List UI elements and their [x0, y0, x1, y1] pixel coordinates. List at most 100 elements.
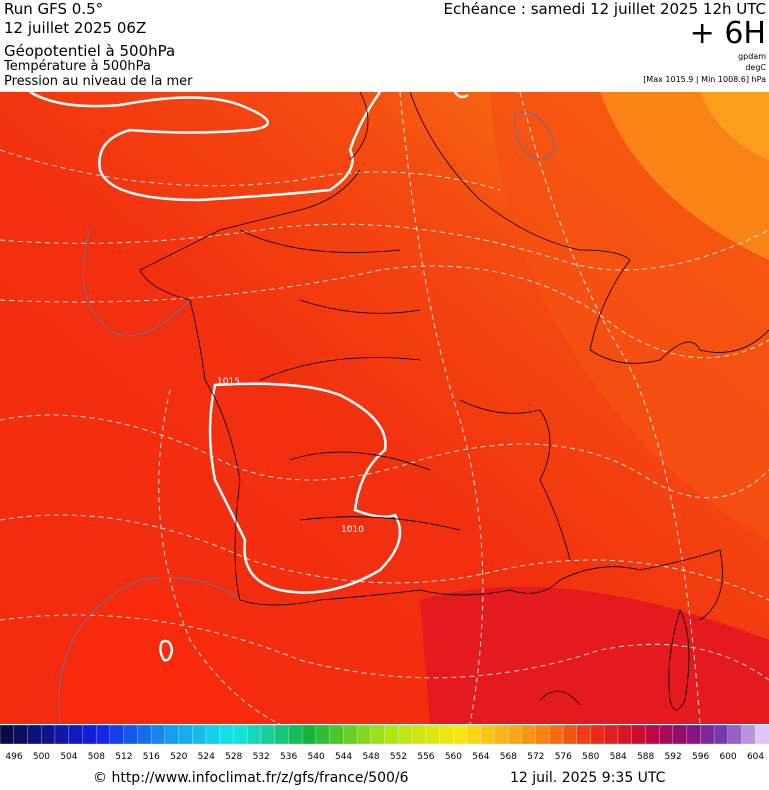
- colorbar-swatch: [439, 724, 454, 745]
- generated: 12 juil. 2025 9:35 UTC: [510, 770, 666, 786]
- field-subtitle: Température à 500hPa: [3, 59, 151, 74]
- colorbar-label: 592: [665, 752, 682, 762]
- temp-zone: [56, 589, 261, 724]
- colorbar-swatch: [288, 724, 303, 745]
- run: Run GFS 0.5°: [4, 0, 103, 18]
- colorbar-label: 524: [198, 752, 215, 762]
- colorbar-label: 500: [33, 752, 50, 762]
- colorbar-swatch: [68, 724, 84, 745]
- colorbar-swatch: [343, 724, 358, 745]
- colorbar-swatch: [150, 724, 166, 745]
- colorbar-swatch: [604, 724, 619, 745]
- colorbar-swatch: [41, 724, 56, 745]
- temp-zone: [700, 92, 769, 160]
- geopotential-contours: [58, 111, 555, 725]
- colorbar-swatch: [178, 724, 193, 745]
- colorbar-label: 520: [170, 752, 187, 762]
- colorbar-swatch: [755, 724, 769, 745]
- colorbar-label: 512: [115, 752, 132, 762]
- valid-time: Echéance : samedi 12 juillet 2025 12h UT…: [444, 0, 766, 18]
- colorbar-label: 508: [88, 752, 105, 762]
- colorbar-swatch: [672, 724, 688, 745]
- colorbar-label: 532: [253, 752, 270, 762]
- colorbar-swatch: [54, 724, 70, 745]
- colorbar-swatch: [356, 724, 372, 745]
- colorbar-label: 552: [390, 752, 407, 762]
- isobar-label: 1010: [341, 525, 364, 535]
- lead-time: + 6H: [690, 16, 766, 51]
- map: 1015 1010: [0, 90, 769, 725]
- colorbar-swatch: [576, 724, 592, 745]
- colorbar-swatch: [700, 724, 715, 745]
- colorbar-label: 540: [308, 752, 325, 762]
- colorbar-swatch: [164, 724, 180, 745]
- colorbar-swatch: [507, 724, 523, 745]
- colorbar-swatch: [453, 724, 468, 745]
- colorbar-swatch: [713, 724, 729, 745]
- colorbar-swatch: [466, 724, 482, 745]
- colorbar-swatch: [562, 724, 578, 745]
- colorbar-swatch: [645, 724, 660, 745]
- colorbar-swatch: [329, 724, 344, 745]
- colorbar-swatch: [741, 724, 756, 745]
- unit: degC: [745, 63, 766, 72]
- colorbar-swatch: [123, 724, 138, 745]
- colorbar-swatch: [686, 724, 701, 745]
- source: © http://www.infoclimat.fr/z/gfs/france/…: [93, 770, 409, 786]
- colorbar-swatch: [192, 724, 207, 745]
- unit: gpdam: [738, 52, 766, 61]
- colorbar-swatch: [82, 724, 97, 745]
- colorbar-label: 496: [5, 752, 22, 762]
- colorbar-swatch: [425, 724, 441, 745]
- colorbar-swatch: [27, 724, 42, 745]
- colorbar-label: 568: [500, 752, 517, 762]
- colorbar-label: 536: [280, 752, 297, 762]
- temp-zone: [420, 586, 769, 724]
- colorbar-label: 544: [335, 752, 352, 762]
- colorbar-swatch: [398, 724, 413, 745]
- run-date: 12 juillet 2025 06Z: [4, 19, 146, 37]
- colorbar-swatch: [205, 724, 221, 745]
- colorbar-label: 600: [719, 752, 736, 762]
- colorbar-swatch: [95, 724, 111, 745]
- field-subtitle: Pression au niveau de la mer: [4, 74, 193, 89]
- isobar-label: 1015: [217, 377, 240, 387]
- colorbar-label: 516: [143, 752, 160, 762]
- isotherms: [0, 91, 769, 725]
- colorbar-swatch: [315, 724, 331, 745]
- colorbar-swatch: [370, 724, 386, 745]
- colorbar-swatch: [219, 724, 235, 745]
- colorbar-label: 504: [60, 752, 77, 762]
- colorbar-swatch: [247, 724, 262, 745]
- temp-zone: [600, 92, 769, 260]
- colorbar-swatch: [549, 724, 564, 745]
- colorbar-swatch: [137, 724, 152, 745]
- colorbar-swatch: [13, 724, 29, 745]
- isobars: [29, 90, 469, 662]
- colorbar-swatch: [301, 724, 317, 745]
- colorbar-swatch: [274, 724, 290, 745]
- field-title: Géopotentiel à 500hPa: [4, 42, 175, 60]
- colorbar-swatch: [494, 724, 509, 745]
- colorbar-label: 528: [225, 752, 242, 762]
- colorbar-label: 588: [637, 752, 654, 762]
- coastlines-borders: [139, 91, 769, 711]
- colorbar-swatch: [727, 724, 743, 745]
- colorbar: 496 500 504 508 512 516 520 524 528 532 536 540 544 5…: [0, 724, 769, 762]
- pressure-range: [Max 1015.9 | Min 1008.6] hPa: [643, 75, 766, 84]
- colorbar-swatch: [521, 724, 537, 745]
- colorbar-label: 556: [417, 752, 434, 762]
- colorbar-swatch: [480, 724, 496, 745]
- colorbar-swatch: [590, 724, 605, 745]
- colorbar-label: 596: [692, 752, 709, 762]
- colorbar-label: 604: [747, 752, 764, 762]
- colorbar-swatch: [617, 724, 633, 745]
- colorbar-label: 560: [445, 752, 462, 762]
- colorbar-swatch: [631, 724, 647, 745]
- colorbar-label: 572: [527, 752, 544, 762]
- colorbar-label: 580: [582, 752, 599, 762]
- colorbar-swatch: [260, 724, 276, 745]
- colorbar-label: 548: [362, 752, 379, 762]
- colorbar-swatch: [109, 724, 125, 745]
